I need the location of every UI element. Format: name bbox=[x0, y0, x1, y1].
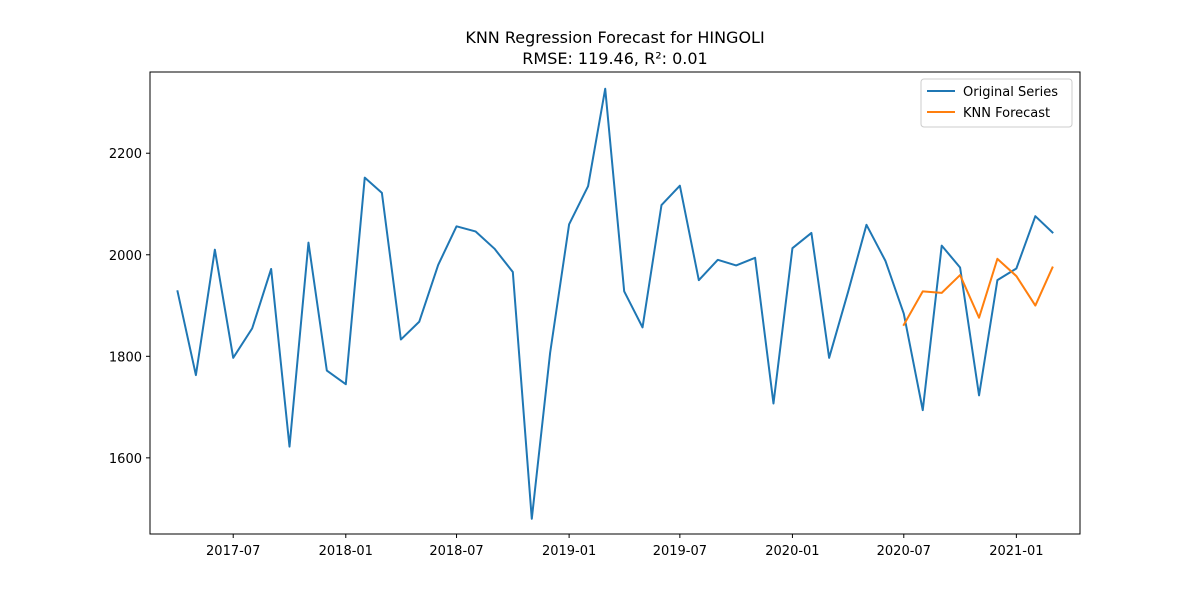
series-layer bbox=[176, 87, 1054, 520]
x-tick-label: 2019-01 bbox=[542, 544, 596, 559]
plot-area bbox=[150, 72, 1080, 534]
plot-frame bbox=[149, 71, 1081, 535]
x-tick-label: 2018-07 bbox=[429, 544, 483, 559]
x-axis: 2017-07 2018-01 2018-07 2019-01 2019-07 2020-… bbox=[206, 534, 1044, 559]
x-tick-label: 2019-07 bbox=[653, 544, 707, 559]
y-tick-label: 2000 bbox=[109, 249, 142, 264]
y-tick-label: 1600 bbox=[109, 452, 142, 467]
legend-label-1: KNN Forecast bbox=[963, 106, 1050, 121]
x-tick-label: 2018-01 bbox=[319, 544, 373, 559]
y-tick-label: 1800 bbox=[109, 350, 142, 365]
series-line-0 bbox=[176, 87, 1054, 520]
y-axis: 1600 1800 2000 2200 bbox=[109, 147, 150, 467]
x-tick-label: 2020-01 bbox=[765, 544, 819, 559]
x-tick-label: 2017-07 bbox=[206, 544, 260, 559]
legend-box bbox=[920, 78, 1073, 128]
x-tick-label: 2021-01 bbox=[989, 544, 1043, 559]
series-line-1 bbox=[902, 257, 1054, 327]
y-tick-label: 2200 bbox=[109, 147, 142, 162]
chart-subtitle: RMSE: 119.46, R²: 0.01 bbox=[522, 49, 707, 68]
x-tick-label: 2020-07 bbox=[877, 544, 931, 559]
legend: Original Series KNN Forecast bbox=[920, 78, 1073, 128]
chart-title: KNN Regression Forecast for HINGOLI bbox=[465, 28, 764, 47]
legend-label-0: Original Series bbox=[963, 85, 1058, 100]
